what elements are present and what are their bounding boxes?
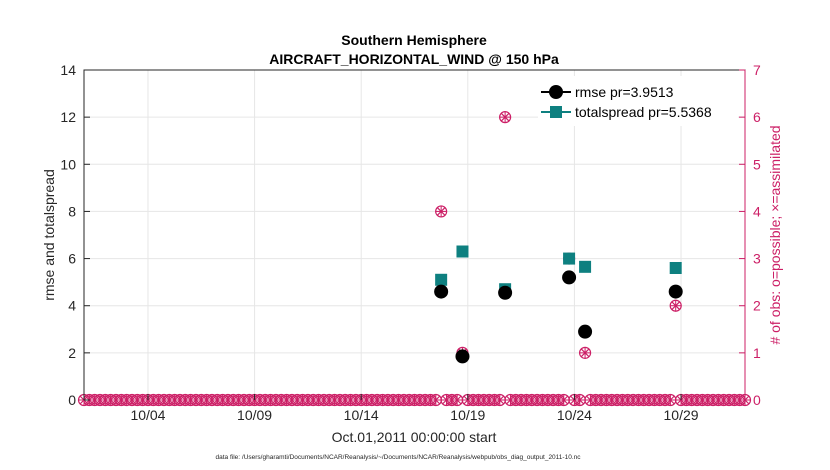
totalspread-point: [669, 262, 682, 274]
y2-tick-label: 1: [753, 345, 761, 361]
legend: rmse pr=3.9513 totalspread pr=5.5368: [538, 76, 738, 126]
x-tick-label: 10/29: [664, 407, 699, 423]
x-tick-label: 10/09: [237, 407, 272, 423]
obs-zero-marker: [573, 393, 586, 407]
obs-count-marker: [669, 299, 682, 312]
y-tick-label: 10: [60, 156, 76, 172]
y2-tick-label: 4: [753, 203, 761, 219]
y-tick-label: 14: [60, 62, 76, 78]
x-tick-label: 10/04: [130, 407, 165, 423]
chart-title: Southern Hemisphere: [341, 32, 487, 48]
y-tick-label: 8: [68, 203, 76, 219]
y-tick-label: 12: [60, 109, 76, 125]
legend-rmse-marker: [549, 85, 563, 99]
rmse-point: [455, 349, 470, 364]
y2-tick-label: 3: [753, 251, 761, 267]
y-tick-label: 6: [68, 251, 76, 267]
legend-box: [538, 76, 738, 126]
y2-tick-label: 6: [753, 109, 761, 125]
data-marks: [77, 111, 752, 407]
rmse-point: [668, 284, 683, 299]
obs-count-marker: [578, 346, 592, 359]
legend-totalspread-label: totalspread pr=5.5368: [575, 104, 712, 120]
y-tick-label: 2: [68, 345, 76, 361]
rmse-point: [498, 285, 513, 300]
obs-zero-marker: [429, 393, 442, 407]
rmse-point: [562, 270, 577, 285]
totalspread-point: [579, 260, 592, 273]
totalspread-point: [456, 245, 469, 258]
obs-zero-marker: [451, 393, 464, 407]
obs-count-marker: [499, 111, 512, 124]
obs-count-marker: [435, 205, 448, 218]
y-tick-label: 4: [68, 298, 76, 314]
x-tick-label: 10/14: [344, 407, 379, 423]
y2-tick-label: 7: [753, 62, 761, 78]
data-file-footnote: data file: /Users/gharamti/Documents/NCA…: [216, 454, 582, 461]
y-axis-label: rmse and totalspread: [41, 169, 57, 301]
totalspread-point: [435, 273, 448, 286]
y2-tick-label: 5: [753, 156, 761, 172]
x-axis-label: Oct.01,2011 00:00:00 start: [332, 429, 497, 445]
x-tick-label: 10/24: [557, 407, 592, 423]
chart-subtitle: AIRCRAFT_HORIZONTAL_WIND @ 150 hPa: [269, 51, 559, 67]
rmse-point: [578, 324, 593, 339]
obs-zero-marker: [493, 393, 506, 407]
y-tick-label: 0: [68, 392, 76, 408]
x-tick-label: 10/19: [450, 407, 485, 423]
legend-rmse-label: rmse pr=3.9513: [575, 84, 674, 100]
legend-totalspread-marker: [550, 106, 562, 118]
y2-tick-label: 0: [753, 392, 761, 408]
obs-zero-marker: [557, 393, 570, 407]
y2-axis-label: # of obs: o=possible; ×=assimilated: [767, 125, 783, 344]
rmse-point: [434, 284, 449, 299]
obs-zero-marker: [664, 393, 677, 407]
y2-tick-label: 2: [753, 298, 761, 314]
totalspread-point: [563, 252, 576, 265]
